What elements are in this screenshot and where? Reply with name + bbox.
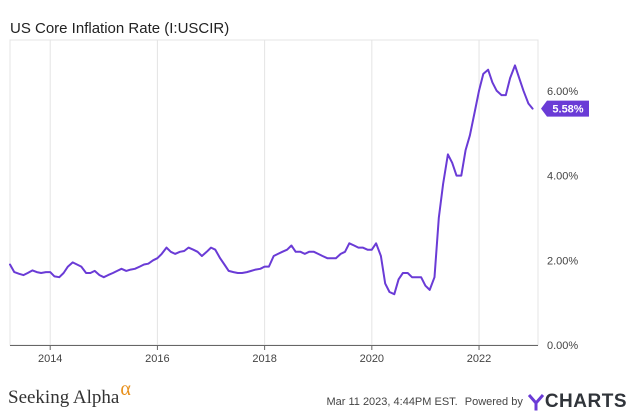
ycharts-y-icon [527,393,544,410]
label-layer: 5.58% [541,100,589,117]
x-tick-label: 2020 [360,353,384,365]
series-line [9,64,534,296]
series-layer [9,64,534,296]
ycharts-wordmark: CHARTS [544,391,627,412]
alpha-symbol: α [120,378,131,400]
x-tick-label: 2014 [38,353,62,365]
last-value-badge [541,100,589,117]
x-tick-label: 2022 [467,353,491,365]
chart-title: US Core Inflation Rate (I:USCIR) [10,20,230,37]
y-tick-label: 6.00% [547,86,578,98]
seeking-alpha-logo[interactable]: Seeking Alphaα [8,378,131,409]
y-tick-label: 2.00% [547,255,578,267]
last-value-label: 5.58% [552,104,583,116]
chart-footer: Mar 11 2023, 4:44PM EST. Powered by CHAR… [326,391,627,413]
y-tick-label: 0.00% [547,340,578,352]
ycharts-logo[interactable]: CHARTS [527,391,627,413]
axis-layer: 2014 2016 2018 2020 2022 0.00% 2.00% 4.00% 6.00% [10,86,578,365]
powered-by-label: Powered by [464,396,523,408]
plot-area-border [9,39,539,346]
y-tick-label: 4.00% [547,171,578,183]
chart-timestamp: Mar 11 2023, 4:44PM EST. [326,396,458,408]
seeking-alpha-wordmark: Seeking Alpha [8,387,120,408]
x-tick-label: 2018 [252,353,276,365]
x-tick-label: 2016 [145,353,169,365]
grid-layer [9,39,539,346]
